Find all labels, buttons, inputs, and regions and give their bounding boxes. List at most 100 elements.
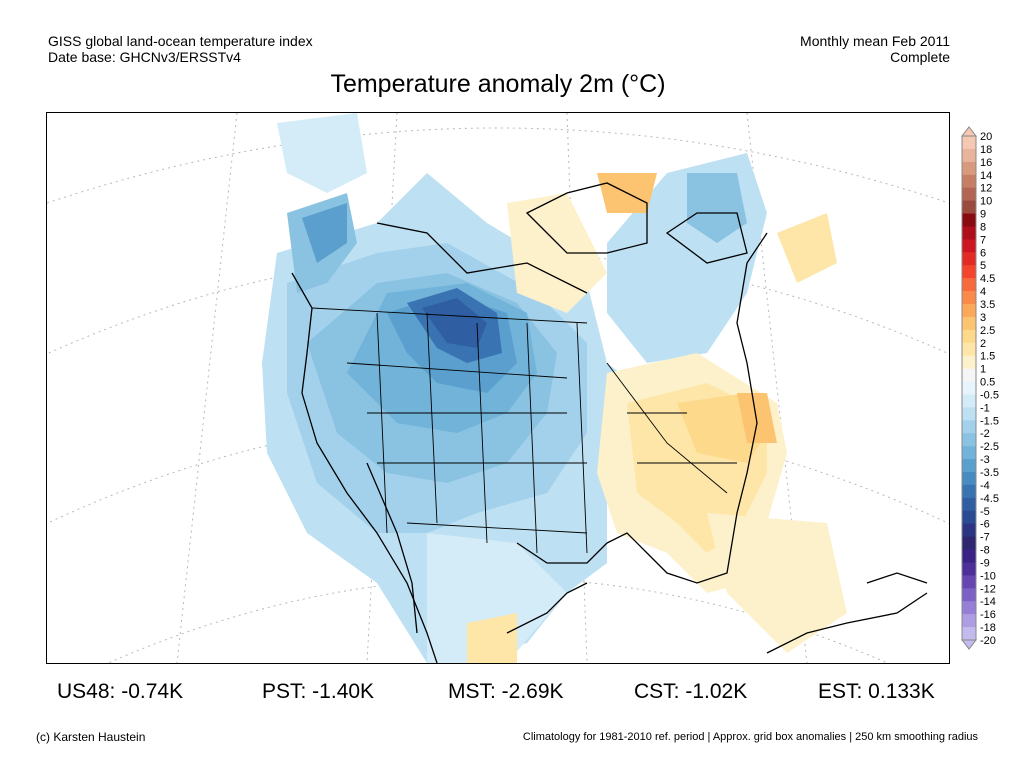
legend-label: 4 <box>980 286 986 298</box>
legend-label: -4.5 <box>980 493 999 505</box>
credit-text: (c) Karsten Haustein <box>36 730 146 744</box>
legend-label: -20 <box>980 635 996 647</box>
legend-swatch <box>962 510 976 525</box>
legend-swatch <box>962 213 976 227</box>
legend-label: -3 <box>980 454 990 466</box>
period-line-2: Complete <box>890 49 950 65</box>
legend-label: 6 <box>980 247 986 259</box>
cst-anomaly: CST: -1.02K <box>634 680 748 703</box>
legend-label: -10 <box>980 570 996 582</box>
legend-label: -4 <box>980 480 990 492</box>
legend-label: 0.5 <box>980 377 995 389</box>
mst-anomaly: MST: -2.69K <box>448 680 564 703</box>
legend-label: -18 <box>980 622 996 634</box>
legend-label: -5 <box>980 506 990 518</box>
legend-swatch <box>962 136 976 150</box>
method-note: Climatology for 1981-2010 ref. period | … <box>522 731 978 743</box>
legend-swatch <box>962 575 976 589</box>
legend-label: 1 <box>980 364 986 376</box>
legend-label: -0.5 <box>980 389 999 401</box>
legend-label: 3 <box>980 312 986 324</box>
legend-swatch <box>962 226 976 240</box>
legend-label: -2 <box>980 428 990 440</box>
legend-label: 16 <box>980 157 992 169</box>
legend-arrow-bottom <box>960 639 978 650</box>
legend-swatch <box>962 200 976 214</box>
legend-swatch <box>962 239 976 253</box>
legend-swatch <box>962 342 976 357</box>
legend-swatch <box>962 536 976 550</box>
legend-swatch <box>962 446 976 460</box>
legend-swatch <box>962 601 976 615</box>
legend-swatch <box>962 394 976 408</box>
legend-label: -12 <box>980 583 996 595</box>
coastlines <box>291 182 928 663</box>
legend-swatch <box>962 420 976 434</box>
anomaly-fields <box>262 113 847 663</box>
period-header: Monthly mean Feb 2011 Complete <box>800 33 950 65</box>
legend-label: -8 <box>980 545 990 557</box>
legend-swatch <box>962 187 976 202</box>
legend-label: -2.5 <box>980 441 999 453</box>
legend-swatch <box>962 497 976 512</box>
pst-anomaly: PST: -1.40K <box>262 680 375 703</box>
legend-swatch <box>962 381 976 395</box>
legend-label: -9 <box>980 557 990 569</box>
source-line-2: Date base: GHCNv3/ERSSTv4 <box>48 49 241 65</box>
legend-swatch <box>962 329 976 344</box>
legend-label: -6 <box>980 519 990 531</box>
legend-label: 5 <box>980 260 986 272</box>
source-line-1: GISS global land-ocean temperature index <box>48 33 313 49</box>
legend-label: 18 <box>980 144 992 156</box>
legend-label: -1.5 <box>980 415 999 427</box>
legend-swatch <box>962 614 976 628</box>
legend-label: 12 <box>980 183 992 195</box>
map-title: Temperature anomaly 2m (°C) <box>330 70 666 98</box>
legend-label: -14 <box>980 596 996 608</box>
legend-label: 7 <box>980 234 986 246</box>
legend-label: 20 <box>980 131 992 143</box>
legend-swatch <box>962 562 976 576</box>
legend-swatch <box>962 407 976 421</box>
legend-label: 2 <box>980 338 986 350</box>
legend-swatch <box>962 523 976 538</box>
legend-label: 14 <box>980 170 992 182</box>
legend-swatch <box>962 291 976 305</box>
legend-swatch <box>962 433 976 447</box>
legend-label: -1 <box>980 402 990 414</box>
legend-swatch <box>962 316 976 331</box>
legend-swatch <box>962 627 976 641</box>
legend-swatch <box>962 459 976 473</box>
legend-swatch <box>962 278 976 292</box>
legend-swatch <box>962 588 976 602</box>
legend-label: 8 <box>980 221 986 233</box>
legend-swatch <box>962 368 976 382</box>
est-anomaly: EST: 0.133K <box>818 680 935 703</box>
legend-label: 9 <box>980 209 986 221</box>
legend-colorbar: 201816141210987654.543.532.521.510.5-0.5… <box>960 126 999 650</box>
state-boundaries <box>311 307 737 554</box>
period-line-1: Monthly mean Feb 2011 <box>800 33 950 49</box>
legend-swatch <box>962 355 976 370</box>
legend-swatch <box>962 304 976 318</box>
legend-swatch <box>962 252 976 266</box>
legend-swatch <box>962 265 976 279</box>
legend-label: -16 <box>980 609 996 621</box>
legend-swatch <box>962 161 976 176</box>
legend-swatch <box>962 148 976 163</box>
legend-label: -7 <box>980 532 990 544</box>
legend-swatch <box>962 549 976 563</box>
legend-label: 10 <box>980 196 992 208</box>
legend-label: 2.5 <box>980 325 995 337</box>
us48-anomaly: US48: -0.74K <box>57 680 184 703</box>
legend-label: 3.5 <box>980 299 995 311</box>
legend-swatch <box>962 484 976 499</box>
legend-arrow-top <box>960 126 978 137</box>
source-header: GISS global land-ocean temperature index… <box>48 33 313 65</box>
legend-frame <box>961 135 977 641</box>
legend-label: 4.5 <box>980 273 995 285</box>
anomaly-map <box>46 112 950 664</box>
legend-label: -3.5 <box>980 467 999 479</box>
legend-swatch <box>962 472 976 486</box>
legend-label: 1.5 <box>980 351 995 363</box>
